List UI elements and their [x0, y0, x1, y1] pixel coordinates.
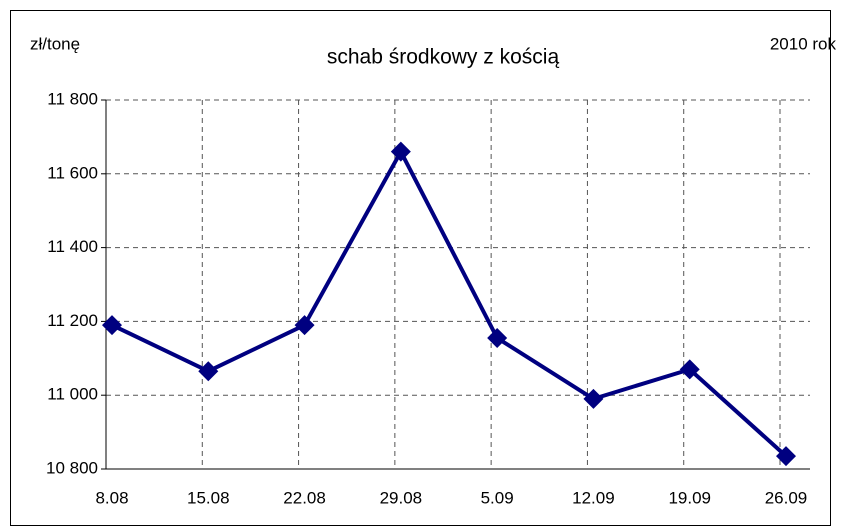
chart-frame: [10, 10, 831, 526]
y-tick-label: 11 400: [47, 237, 98, 256]
x-tick-label: 19.09: [668, 488, 711, 507]
x-tick-label: 15.08: [187, 488, 230, 507]
chart-title: schab środkowy z kością: [327, 46, 560, 69]
line: [111, 149, 788, 458]
x-tick-label: 12.09: [572, 488, 615, 507]
x-tick-label: 8.08: [95, 488, 128, 507]
marker: [583, 388, 604, 409]
marker: [487, 328, 508, 349]
marker: [294, 315, 315, 336]
annotation: 2010 rok: [770, 34, 837, 53]
y-tick-label: 10 800: [46, 458, 98, 477]
marker: [776, 446, 796, 467]
y-axis-label: zł/tonę: [30, 34, 80, 53]
marker: [198, 361, 219, 382]
marker: [390, 141, 411, 162]
y-tick-label: 11 600: [47, 163, 98, 182]
x-tick-label: 5.09: [481, 488, 514, 507]
x-tick-label: 22.08: [283, 488, 326, 507]
marker: [102, 315, 122, 336]
x-tick-label: 26.09: [765, 488, 808, 507]
y-tick-label: 11 200: [47, 311, 98, 330]
y-tick-label: 11 800: [47, 89, 98, 108]
marker: [679, 359, 700, 380]
y-tick-label: 11 000: [47, 385, 98, 404]
x-tick-label: 29.08: [380, 488, 423, 507]
